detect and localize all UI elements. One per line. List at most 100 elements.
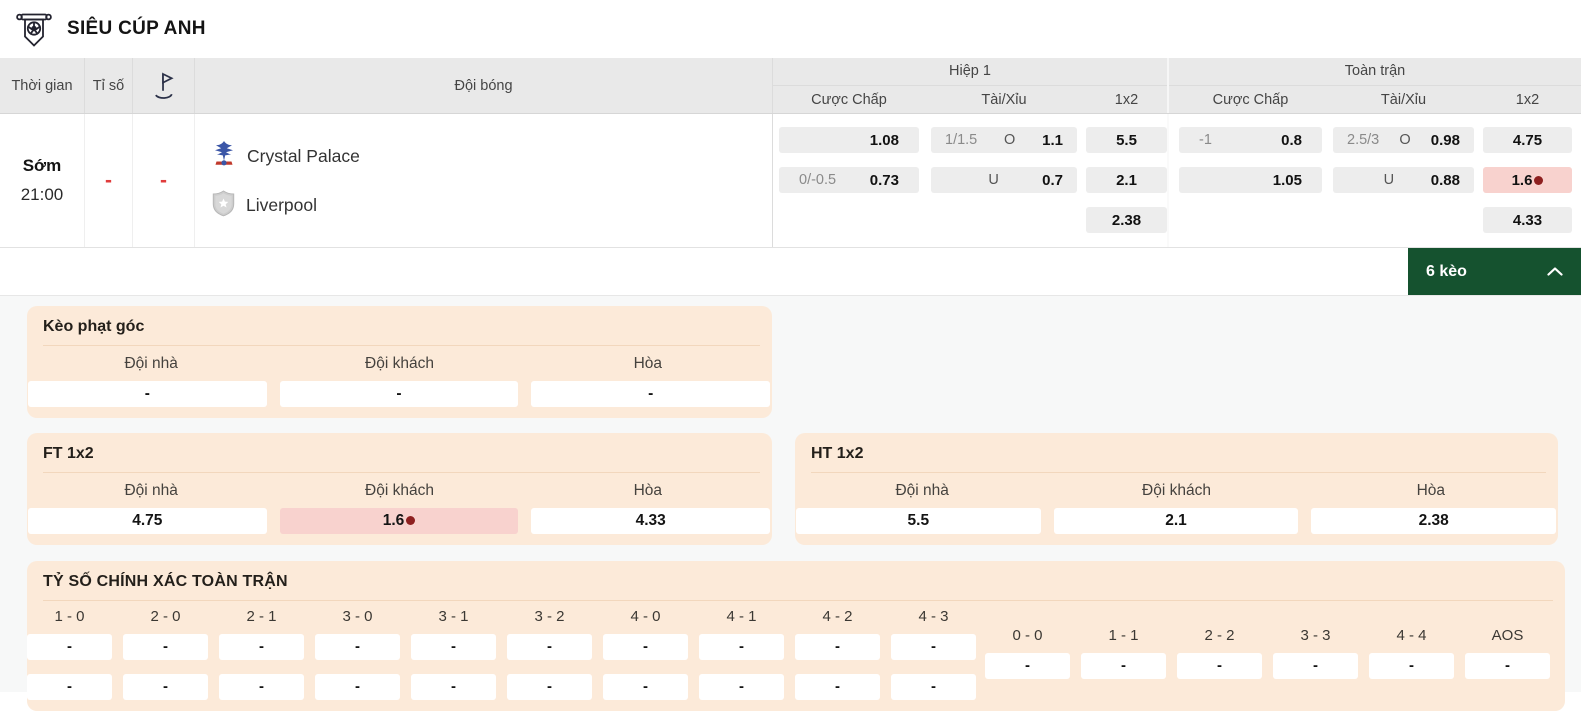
score-odd[interactable]: - (219, 674, 304, 700)
score-odd[interactable]: - (891, 634, 976, 660)
away-team-row[interactable]: Liverpool (211, 189, 772, 222)
fulltime-1x2-draw-odd[interactable]: 4.33 (1483, 207, 1572, 233)
home-team-row[interactable]: Crystal Palace (211, 140, 772, 173)
odds-value: 4.75 (1512, 131, 1543, 149)
away-team-name: Liverpool (246, 195, 318, 215)
odds-value: 5.5 (1116, 131, 1137, 149)
score-label: AOS (1491, 627, 1524, 644)
score-label: 2 - 1 (246, 608, 277, 625)
ft-1x2-market-card: FT 1x2 Đội nhà Đội khách Hòa 4.75 1.6 4.… (27, 433, 772, 545)
score-placeholder: - (105, 168, 112, 192)
chevron-up-icon (1547, 263, 1563, 281)
score-odd[interactable]: - (603, 674, 688, 700)
under-label: U (988, 172, 999, 188)
crystal-palace-crest-icon (211, 140, 237, 173)
draw-label: Hòa (1416, 482, 1446, 499)
fulltime-over-odd[interactable]: 2.5/3 O 0.98 (1333, 127, 1474, 153)
ht-1x2-market-card: HT 1x2 Đội nhà Đội khách Hòa 5.5 2.1 2.3… (795, 433, 1558, 545)
half1-odds-cell: 1.08 1/1.5 O 1.1 5.5 0/-0.5 0.73 (772, 114, 1167, 247)
half1-1x2-away-odd[interactable]: 2.1 (1086, 167, 1167, 193)
match-time-cell: Sớm 21:00 (0, 114, 85, 247)
ft-away-odd-highlighted[interactable]: 1.6 (279, 508, 519, 534)
odds-movement-dot (406, 516, 416, 525)
score-odd[interactable]: - (507, 674, 592, 700)
score-odd[interactable]: - (219, 634, 304, 660)
home-label: Đội nhà (895, 482, 949, 499)
fulltime-handicap-odd-2[interactable]: 1.05 (1179, 167, 1322, 193)
fulltime-under-odd[interactable]: U 0.88 (1333, 167, 1474, 193)
half1-label: Hiệp 1 (773, 58, 1167, 86)
ft-home-odd[interactable]: 4.75 (28, 508, 267, 534)
correct-score-market-card: TỶ SỐ CHÍNH XÁC TOÀN TRẬN 1 - 0 - - 2 - … (27, 561, 1565, 711)
draw-label: Hòa (633, 482, 663, 499)
match-score-cell: - (85, 114, 133, 247)
score-odd[interactable]: - (699, 634, 784, 660)
draw-label: Hòa (633, 355, 663, 372)
score-odd[interactable]: - (507, 634, 592, 660)
fulltime-handicap-odd-1[interactable]: -1 0.8 (1179, 127, 1322, 153)
score-odd[interactable]: - (795, 674, 880, 700)
corner-kick-market-card: Kèo phạt góc Đội nhà Đội khách Hòa - - - (27, 306, 772, 418)
match-corner-cell: - (133, 114, 195, 247)
score-odd[interactable]: - (123, 634, 208, 660)
match-teams-cell[interactable]: Crystal Palace Liverpool (195, 114, 772, 247)
half1-1x2-home-odd[interactable]: 5.5 (1086, 127, 1167, 153)
odds-value: 1.1 (1042, 131, 1063, 149)
score-odd[interactable]: - (985, 653, 1070, 679)
half1-over-odd[interactable]: 1/1.5 O 1.1 (931, 127, 1077, 153)
score-odd[interactable]: - (27, 674, 112, 700)
score-odd[interactable]: - (315, 674, 400, 700)
score-odd[interactable]: - (123, 674, 208, 700)
score-odd[interactable]: - (795, 634, 880, 660)
half1-handicap-odd-2[interactable]: 0/-0.5 0.73 (779, 167, 919, 193)
score-column: 2 - 2 - (1177, 627, 1262, 700)
half1-under-odd[interactable]: U 0.7 (931, 167, 1077, 193)
half1-1x2-draw-odd[interactable]: 2.38 (1086, 207, 1167, 233)
corner-home-odd[interactable]: - (28, 381, 267, 407)
odds-table: Thời gian Tỉ số Đội bóng Hiệp 1 Cược Chấ… (0, 58, 1581, 248)
extra-markets-toggle[interactable]: 6 kèo (1408, 248, 1581, 295)
score-odd[interactable]: - (411, 634, 496, 660)
fulltime-1x2-away-odd-highlighted[interactable]: 1.6 (1483, 167, 1572, 193)
ht-draw-odd[interactable]: 2.38 (1311, 508, 1557, 534)
score-odd[interactable]: - (1273, 653, 1358, 679)
extra-markets-section: Kèo phạt góc Đội nhà Đội khách Hòa - - -… (0, 296, 1581, 711)
match-kickoff-time: 21:00 (20, 185, 64, 204)
score-odd[interactable]: - (1465, 653, 1550, 679)
home-team-name: Crystal Palace (247, 145, 360, 166)
score-column: 3 - 1 - - (411, 608, 496, 700)
corner-draw-odd[interactable]: - (531, 381, 771, 407)
goal-line: 2.5/3 (1347, 132, 1380, 148)
score-odd[interactable]: - (603, 634, 688, 660)
score-odd[interactable]: - (1081, 653, 1166, 679)
match-row: Sớm 21:00 - - Crystal Palace (0, 114, 1581, 248)
league-header: SIÊU CÚP ANH (0, 0, 1581, 58)
score-odd[interactable]: - (699, 674, 784, 700)
score-label: 4 - 1 (726, 608, 757, 625)
odds-value: 1.6 (382, 512, 405, 529)
score-column: 1 - 1 - (1081, 627, 1166, 700)
fulltime-1x2-home-odd[interactable]: 4.75 (1483, 127, 1572, 153)
home-label: Đội nhà (124, 355, 178, 372)
ht-home-odd[interactable]: 5.5 (796, 508, 1041, 534)
goal-line: 1/1.5 (945, 132, 978, 148)
ht-away-odd[interactable]: 2.1 (1053, 508, 1299, 534)
score-odd[interactable]: - (27, 634, 112, 660)
half1-handicap-odd-1[interactable]: 1.08 (779, 127, 919, 153)
away-label: Đội khách (365, 482, 434, 499)
score-label: 4 - 4 (1396, 627, 1427, 644)
pennant-ball-icon (14, 7, 54, 51)
away-label: Đội khách (365, 355, 434, 372)
score-odd[interactable]: - (411, 674, 496, 700)
corner-placeholder: - (160, 168, 167, 192)
score-odd[interactable]: - (891, 674, 976, 700)
ft-draw-odd[interactable]: 4.33 (531, 508, 771, 534)
score-odd[interactable]: - (1369, 653, 1454, 679)
score-odd[interactable]: - (1177, 653, 1262, 679)
score-label: 4 - 0 (630, 608, 661, 625)
odds-value: 0.73 (869, 171, 899, 189)
corner-flag-icon (133, 58, 195, 113)
score-odd[interactable]: - (315, 634, 400, 660)
corner-away-odd[interactable]: - (279, 381, 519, 407)
score-column: 4 - 4 - (1369, 627, 1454, 700)
